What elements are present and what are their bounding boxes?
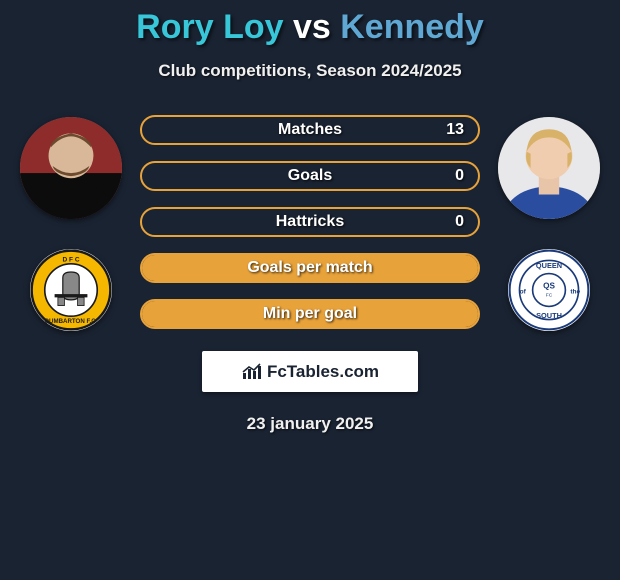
title-vs: vs bbox=[293, 8, 331, 46]
brand-badge: FcTables.com bbox=[202, 351, 418, 392]
stat-value-right: 0 bbox=[455, 163, 464, 189]
stats-column: Matches13Goals0Hattricks0Goals per match… bbox=[140, 115, 480, 329]
svg-text:QUEEN: QUEEN bbox=[536, 261, 562, 270]
page-title: Rory Loy vs Kennedy bbox=[0, 8, 620, 47]
left-column: D F C DUMBARTON F.C. bbox=[20, 115, 122, 331]
svg-text:FC: FC bbox=[546, 293, 553, 299]
stat-label: Min per goal bbox=[142, 301, 478, 327]
stat-label: Matches bbox=[142, 117, 478, 143]
stat-row: Goals0 bbox=[140, 161, 480, 191]
stat-value-right: 13 bbox=[446, 117, 464, 143]
main-row: D F C DUMBARTON F.C. Matches13Goals0Hatt… bbox=[0, 115, 620, 331]
stat-row: Matches13 bbox=[140, 115, 480, 145]
chart-icon bbox=[241, 363, 263, 381]
stat-value-right: 0 bbox=[455, 209, 464, 235]
svg-text:D F C: D F C bbox=[62, 256, 79, 263]
right-column: QUEEN of the SOUTH QS FC bbox=[498, 115, 600, 331]
stat-label: Hattricks bbox=[142, 209, 478, 235]
stat-row: Goals per match bbox=[140, 253, 480, 283]
svg-text:QS: QS bbox=[543, 281, 555, 290]
svg-text:DUMBARTON F.C.: DUMBARTON F.C. bbox=[45, 318, 98, 325]
subtitle: Club competitions, Season 2024/2025 bbox=[0, 61, 620, 81]
title-player1: Rory Loy bbox=[136, 8, 283, 46]
svg-text:the: the bbox=[570, 288, 580, 295]
comparison-card: Rory Loy vs Kennedy Club competitions, S… bbox=[0, 0, 620, 434]
player1-club-crest: D F C DUMBARTON F.C. bbox=[30, 249, 112, 331]
stat-row: Hattricks0 bbox=[140, 207, 480, 237]
svg-text:SOUTH: SOUTH bbox=[536, 311, 562, 320]
stat-label: Goals bbox=[142, 163, 478, 189]
title-player2: Kennedy bbox=[340, 8, 484, 46]
date-line: 23 january 2025 bbox=[0, 414, 620, 434]
stat-row: Min per goal bbox=[140, 299, 480, 329]
brand-text: FcTables.com bbox=[267, 362, 379, 382]
player2-club-crest: QUEEN of the SOUTH QS FC bbox=[508, 249, 590, 331]
svg-text:of: of bbox=[520, 288, 527, 295]
stat-label: Goals per match bbox=[142, 255, 478, 281]
player2-avatar bbox=[498, 117, 600, 219]
player1-avatar bbox=[20, 117, 122, 219]
